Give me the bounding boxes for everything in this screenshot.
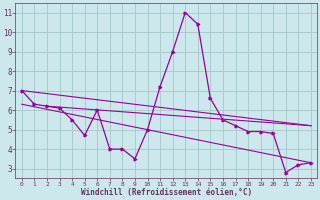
- X-axis label: Windchill (Refroidissement éolien,°C): Windchill (Refroidissement éolien,°C): [81, 188, 252, 197]
